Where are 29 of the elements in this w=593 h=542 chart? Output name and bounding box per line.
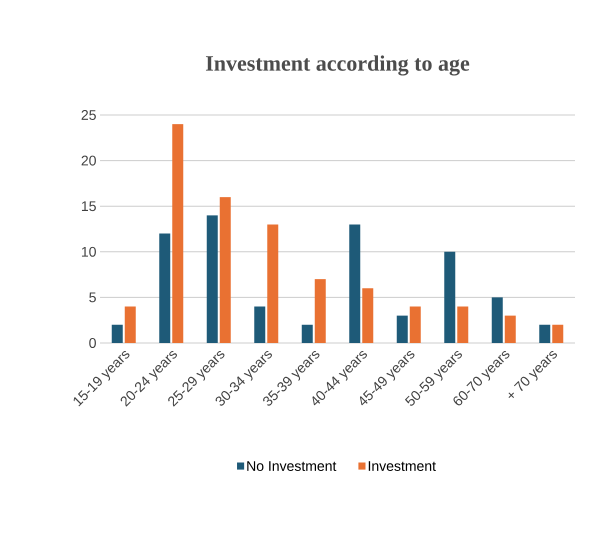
bar (504, 316, 516, 343)
bar (457, 306, 468, 343)
bar (124, 306, 136, 343)
bar (410, 306, 421, 343)
legend-label: No Investment (247, 461, 336, 471)
bar (362, 288, 374, 343)
y-tick-label: 10 (82, 246, 96, 257)
bar (349, 224, 360, 343)
bar (492, 297, 503, 343)
bar (172, 124, 184, 343)
bar (159, 234, 170, 343)
bar (206, 215, 218, 343)
bar (267, 224, 278, 343)
bar (314, 279, 326, 343)
y-tick-label: 15 (82, 201, 96, 212)
bar (302, 324, 313, 343)
bar (396, 316, 408, 343)
bar (112, 324, 123, 343)
y-tick-label: 5 (89, 292, 96, 302)
y-tick-label: 20 (82, 156, 96, 166)
legend-label: Investment (368, 461, 436, 471)
y-tick-label: 0 (89, 338, 96, 348)
bar (220, 197, 231, 343)
bar (539, 324, 550, 343)
bar (552, 324, 564, 343)
bar (444, 252, 456, 343)
chart-title: Investment according to age (206, 55, 470, 76)
bar (254, 306, 266, 343)
y-tick-label: 25 (82, 110, 96, 120)
